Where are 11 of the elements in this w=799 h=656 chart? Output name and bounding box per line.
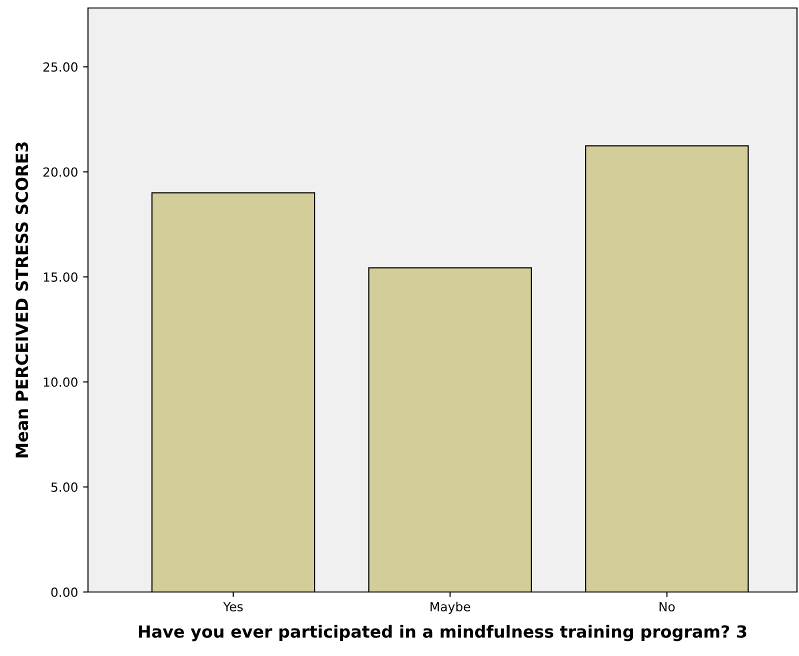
y-axis-title: Mean PERCEIVED STRESS SCORE3: [16, 142, 28, 458]
x-axis-title: Have you ever participated in a mindfulness training program? 3: [138, 624, 746, 642]
y-tick-label: 5.00: [51, 482, 78, 492]
y-tick-label: 25.00: [43, 62, 78, 72]
y-tick-label: 20.00: [43, 167, 78, 177]
x-tick-label: Maybe: [430, 602, 470, 614]
y-tick-label: 0.00: [51, 587, 78, 597]
x-tick-label: No: [660, 602, 675, 612]
x-tick-label: Yes: [223, 602, 243, 612]
y-tick-label: 10.00: [44, 377, 78, 387]
y-tick-label: 15.00: [44, 272, 78, 282]
